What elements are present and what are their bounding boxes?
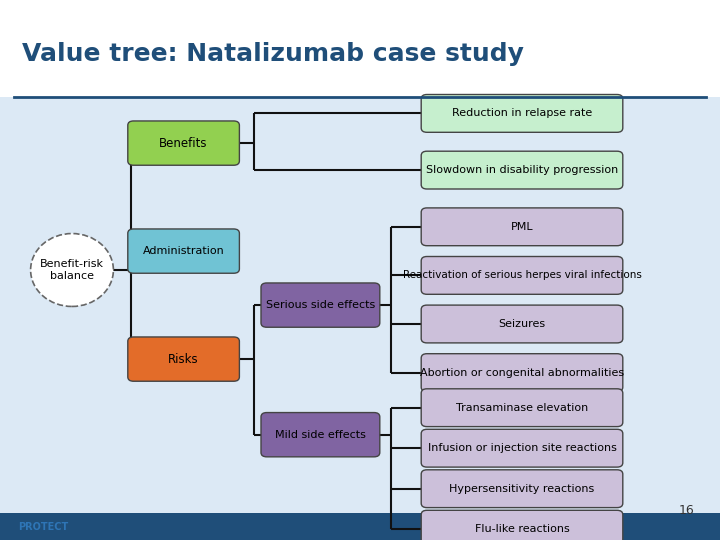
Text: Slowdown in disability progression: Slowdown in disability progression	[426, 165, 618, 175]
FancyBboxPatch shape	[261, 413, 380, 457]
FancyBboxPatch shape	[421, 510, 623, 540]
Text: PROTECT: PROTECT	[18, 522, 68, 531]
Text: Reduction in relapse rate: Reduction in relapse rate	[452, 109, 592, 118]
FancyBboxPatch shape	[421, 305, 623, 343]
Text: Abortion or congenital abnormalities: Abortion or congenital abnormalities	[420, 368, 624, 377]
Text: Serious side effects: Serious side effects	[266, 300, 375, 310]
Text: Mild side effects: Mild side effects	[275, 430, 366, 440]
Text: Seizures: Seizures	[498, 319, 546, 329]
FancyBboxPatch shape	[421, 151, 623, 189]
Text: Transaminase elevation: Transaminase elevation	[456, 403, 588, 413]
FancyBboxPatch shape	[421, 429, 623, 467]
Text: Hypersensitivity reactions: Hypersensitivity reactions	[449, 484, 595, 494]
Bar	[0, 0, 720, 97]
Text: Risks: Risks	[168, 353, 199, 366]
Text: Reactivation of serious herpes viral infections: Reactivation of serious herpes viral inf…	[402, 271, 642, 280]
Text: Value tree: Natalizumab case study: Value tree: Natalizumab case study	[22, 42, 523, 66]
Bar	[0, 513, 720, 540]
FancyBboxPatch shape	[421, 470, 623, 508]
Text: Benefit-risk
balance: Benefit-risk balance	[40, 259, 104, 281]
FancyBboxPatch shape	[128, 229, 239, 273]
FancyBboxPatch shape	[421, 389, 623, 427]
Text: Flu-like reactions: Flu-like reactions	[474, 524, 570, 534]
FancyBboxPatch shape	[261, 283, 380, 327]
Ellipse shape	[30, 233, 114, 306]
FancyBboxPatch shape	[421, 256, 623, 294]
Text: 16: 16	[679, 504, 695, 517]
Text: Benefits: Benefits	[159, 137, 208, 150]
FancyBboxPatch shape	[128, 121, 239, 165]
FancyBboxPatch shape	[421, 94, 623, 132]
FancyBboxPatch shape	[128, 337, 239, 381]
FancyBboxPatch shape	[421, 354, 623, 391]
FancyBboxPatch shape	[421, 208, 623, 246]
Text: PML: PML	[510, 222, 534, 232]
Bar	[0, 97, 720, 513]
Text: Administration: Administration	[143, 246, 225, 256]
Text: Infusion or injection site reactions: Infusion or injection site reactions	[428, 443, 616, 453]
